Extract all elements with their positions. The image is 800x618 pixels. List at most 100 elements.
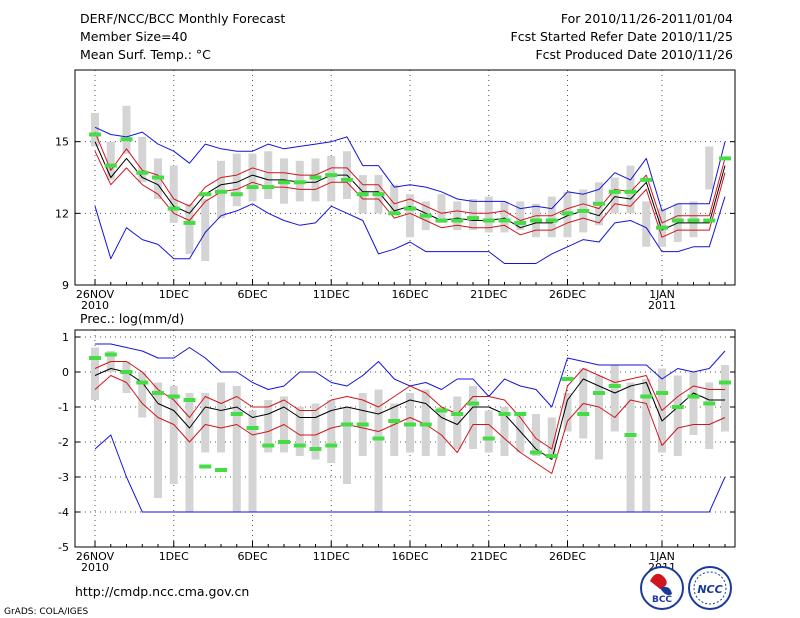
obs-mark (451, 218, 464, 223)
obs-mark (309, 447, 322, 451)
ensemble-box (122, 105, 131, 154)
x-tick-label: 26NOV (76, 288, 115, 301)
ensemble-box (201, 393, 210, 453)
obs-mark (199, 464, 212, 469)
obs-mark (104, 163, 117, 168)
x-tick-sublabel: 2010 (81, 561, 109, 574)
ensemble-box (185, 393, 194, 512)
obs-mark (593, 391, 605, 395)
x-tick-label: 26NOV (76, 550, 115, 563)
ensemble-box (248, 153, 257, 202)
obs-mark (278, 440, 290, 444)
obs-mark (278, 180, 290, 185)
obs-mark (640, 177, 653, 182)
obs-mark (467, 401, 479, 406)
ensemble-box (91, 113, 99, 147)
ensemble-box (547, 196, 556, 238)
x-tick-label: 1DEC (159, 550, 189, 563)
obs-mark (577, 208, 590, 213)
x-tick-label: 26DEC (549, 288, 586, 301)
footer-url[interactable]: http://cmdp.ncc.cma.gov.cn (75, 584, 249, 599)
ensemble-box (264, 151, 273, 199)
ensemble-box (295, 407, 304, 456)
obs-mark (467, 216, 479, 221)
obs-mark (545, 454, 558, 458)
ensemble-box (689, 372, 698, 435)
obs-mark (89, 132, 101, 137)
ensemble-box (122, 361, 131, 393)
obs-mark (530, 450, 542, 455)
ensemble-box (642, 201, 651, 247)
header-line1-right: For 2010/11/26-2011/01/04 (561, 11, 733, 26)
x-tick-label: 1DEC (159, 288, 189, 301)
x-tick-sublabel: 2010 (81, 299, 109, 312)
obs-mark (703, 401, 716, 406)
grads-credit: GrADS: COLA/IGES (4, 607, 88, 617)
obs-mark (293, 443, 306, 448)
ensemble-box (547, 417, 556, 456)
ensemble-box (138, 136, 147, 183)
series-mean-line (94, 368, 725, 460)
ensemble-box (185, 203, 194, 254)
ensemble-box (516, 201, 525, 231)
obs-mark (624, 189, 637, 194)
obs-mark (89, 356, 101, 360)
obs-mark (656, 391, 668, 395)
precip-title: Prec.: log(mm/d) (80, 311, 184, 326)
header-line3-left: Mean Surf. Temp.: °C (80, 47, 211, 62)
obs-mark (341, 422, 353, 427)
y-tick-label: -5 (58, 541, 69, 554)
obs-mark (703, 218, 716, 223)
ensemble-box (705, 146, 714, 190)
ensemble-box (106, 141, 115, 180)
ensemble-box (469, 386, 477, 449)
ensemble-box (595, 375, 603, 460)
ensemble-box (232, 386, 241, 512)
obs-mark (356, 422, 369, 427)
header-line2-right: Fcst Started Refer Date 2010/11/25 (511, 29, 734, 44)
ensemble-box (327, 400, 336, 463)
x-tick-label: 11DEC (313, 288, 350, 301)
obs-mark (671, 405, 684, 409)
obs-mark (293, 180, 306, 185)
x-tick-label: 6DEC (237, 288, 267, 301)
plot-background (75, 330, 735, 547)
plot-frame (74, 69, 736, 286)
ensemble-box (201, 199, 210, 262)
x-tick-label: 21DEC (470, 550, 507, 563)
obs-mark (451, 412, 464, 416)
obs-mark (199, 192, 212, 197)
obs-mark (183, 220, 196, 225)
obs-mark (435, 408, 448, 413)
obs-mark (719, 156, 731, 161)
ensemble-box (138, 372, 147, 418)
ensemble-box (626, 165, 635, 214)
series-sd-upper-line (94, 361, 725, 450)
obs-mark (372, 436, 385, 441)
obs-mark (656, 225, 668, 230)
obs-mark (372, 192, 385, 197)
ensemble-box (484, 410, 493, 453)
obs-mark (356, 192, 369, 197)
obs-mark (120, 137, 133, 142)
obs-mark (230, 192, 243, 197)
series-sd-lower-line (94, 150, 726, 238)
y-tick-label: -3 (58, 471, 69, 484)
y-tick-label: 9 (62, 279, 69, 292)
series-max-line (94, 126, 726, 212)
obs-mark (262, 443, 275, 448)
obs-mark (719, 380, 731, 385)
ensemble-box (311, 403, 320, 460)
obs-mark (435, 218, 448, 223)
obs-mark (624, 433, 637, 437)
y-tick-label: -1 (58, 401, 69, 414)
obs-mark (309, 175, 322, 180)
ensemble-box (484, 196, 493, 233)
y-tick-label: 1 (62, 331, 69, 344)
obs-mark (215, 468, 227, 472)
ensemble-box (532, 414, 540, 456)
ensemble-box (453, 201, 462, 231)
ensemble-box (374, 389, 383, 512)
